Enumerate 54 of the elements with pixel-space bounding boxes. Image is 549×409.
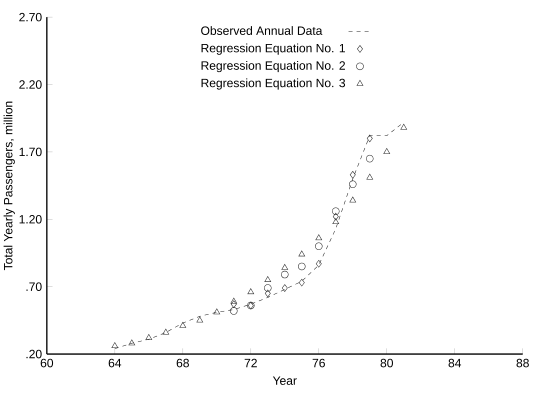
point (230, 300, 237, 308)
point (281, 270, 289, 278)
x-tick-label: 68 (176, 358, 189, 368)
x-tick-label: 76 (312, 358, 325, 368)
point (315, 242, 323, 250)
point (298, 262, 306, 270)
point (298, 278, 305, 286)
point (332, 212, 339, 220)
point (366, 134, 373, 142)
point (332, 218, 340, 224)
point (230, 298, 238, 304)
y-axis-title: Total Yearly Passengers, million (4, 102, 15, 270)
point (366, 154, 374, 162)
point (400, 124, 408, 130)
point (316, 260, 322, 268)
y-tick-label: 1.20 (20, 215, 42, 224)
point (315, 234, 322, 240)
x-tick-label: 60 (40, 358, 54, 368)
point (366, 174, 374, 180)
point (332, 208, 340, 216)
point (214, 308, 220, 314)
point (180, 322, 186, 328)
point (162, 328, 170, 335)
legend-label: Regression Equation No. 3 (202, 78, 346, 90)
point (146, 334, 152, 340)
point (350, 171, 356, 179)
point (230, 307, 238, 315)
x-tick-label: 72 (244, 358, 257, 368)
y-tick-label: .20 (26, 350, 42, 358)
legend-label: Regression Equation No. 1 (202, 44, 345, 55)
x-tick-label: 88 (516, 358, 529, 368)
point (264, 290, 271, 298)
legend-label: Observed Annual Data (201, 26, 322, 36)
point (349, 180, 357, 188)
point (282, 284, 288, 292)
point (349, 196, 356, 202)
point (264, 284, 272, 292)
point (298, 250, 306, 256)
legend-label: Regression Equation No. 2 (202, 61, 345, 72)
x-tick-label: 84 (448, 358, 462, 368)
y-tick-label: .70 (26, 282, 42, 291)
y-tick-label: 2.20 (19, 80, 42, 89)
x-axis-title: Year (272, 376, 297, 385)
point (281, 264, 288, 270)
point (264, 276, 272, 282)
point (128, 340, 136, 346)
point (248, 288, 254, 294)
y-tick-label: 1.70 (20, 148, 42, 156)
y-tick-label: 2.70 (19, 12, 42, 22)
point (112, 342, 118, 348)
point (196, 316, 204, 322)
x-tick-label: 80 (380, 358, 393, 368)
x-tick-label: 64 (108, 358, 122, 368)
point (383, 148, 390, 154)
